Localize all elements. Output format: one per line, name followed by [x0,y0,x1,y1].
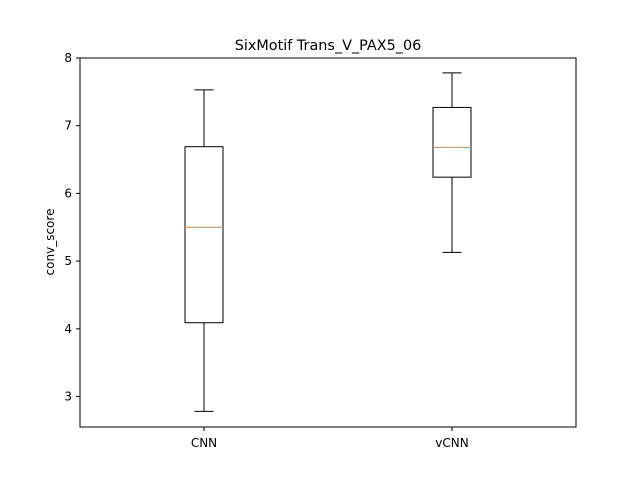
x-tick-label: vCNN [435,436,468,450]
y-tick-label: 4 [64,322,72,336]
box-iqr [432,106,472,178]
x-tick-label: CNN [191,436,217,450]
y-tick-label: 6 [64,186,72,200]
plot-frame [79,57,577,428]
y-axis-label: conv_score [43,209,57,276]
y-tick-label: 8 [64,51,72,65]
box-iqr [184,146,224,324]
chart-title: SixMotif Trans_V_PAX5_06 [235,38,422,54]
y-tick-label: 7 [64,119,72,133]
y-tick-label: 3 [64,390,72,404]
y-tick-label: 5 [64,254,72,268]
